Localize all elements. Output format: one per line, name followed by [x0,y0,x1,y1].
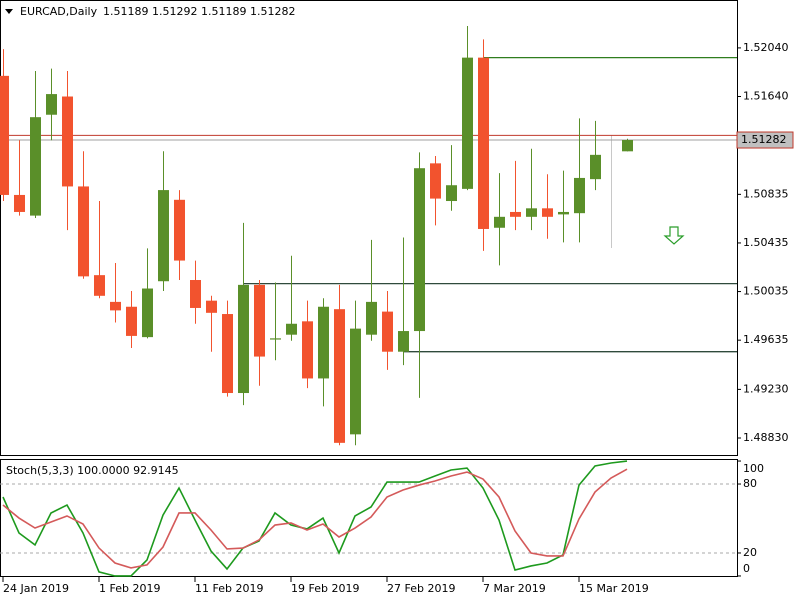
down-arrow [663,226,685,245]
stoch-panel-frame [0,459,738,577]
y-tick-label: 1.51640 [743,90,789,103]
x-tick-label: 11 Feb 2019 [195,582,263,595]
candle-body [126,306,137,336]
candle-body [30,117,41,216]
candle-body [398,331,409,352]
candle-body [446,185,457,202]
candle-body [78,186,89,277]
y-tick-label: 80 [743,477,757,490]
candle-body [462,57,473,189]
candle-body [94,275,105,296]
header-high: 1.51292 [152,5,198,18]
header-close: 1.51282 [250,5,296,18]
y-tick-label: 1.49635 [743,333,789,346]
y-tick-label: 20 [743,546,757,559]
candle-body [318,306,329,379]
y-tick-label: 1.50835 [743,187,789,200]
candle-body [174,199,185,261]
price-label-box [736,131,794,149]
candle-body [494,216,505,228]
candle-body [206,300,217,313]
y-tick-label: 0 [743,562,750,575]
y-tick-label: 1.50035 [743,285,789,298]
y-tick-label: 1.52040 [743,41,789,54]
candle-body [46,94,57,115]
candle-body [478,57,489,229]
y-tick-label: 100 [743,462,764,475]
menu-triangle [5,9,13,14]
x-tick-label: 24 Jan 2019 [3,582,69,595]
candle-body [254,284,265,357]
candle-body [574,177,585,214]
candle-body [270,338,281,340]
candle-body [558,211,569,215]
stoch-line [2,468,628,569]
header-low: 1.51189 [201,5,247,18]
stoch-title: Stoch(5,3,3) 100.0000 92.9145 [6,464,179,477]
candle-body [238,284,249,394]
candle-body [622,140,633,152]
stoch-line [2,460,628,577]
candle-body [286,323,297,335]
candle-body [222,314,233,394]
candle-body [382,311,393,352]
candle-body [366,301,377,335]
candle-body [350,328,361,435]
candle-body [526,208,537,217]
candle-body [110,301,121,311]
candle-body [430,163,441,199]
x-tick-label: 19 Feb 2019 [291,582,359,595]
y-tick-label: 1.50435 [743,236,789,249]
x-tick-label: 15 Mar 2019 [579,582,649,595]
main-panel-frame [0,0,738,456]
candle-body [414,168,425,332]
candle-body [158,190,169,282]
x-tick-label: 7 Mar 2019 [483,582,546,595]
candle-body [542,208,553,217]
candle-body [590,154,601,180]
symbol-title: EURCAD,Daily [20,5,98,18]
candle-body [334,309,345,443]
x-tick-label: 1 Feb 2019 [99,582,160,595]
y-tick-label: 1.49230 [743,382,789,395]
candle-body [62,96,73,187]
header-open: 1.51189 [103,5,149,18]
candle-body [510,211,521,217]
x-tick-label: 27 Feb 2019 [387,582,455,595]
candle-body [0,75,9,195]
candle-body [302,321,313,379]
candle-body [14,194,25,212]
y-tick-label: 1.48830 [743,431,789,444]
price-label: 1.51282 [741,133,787,146]
candle-body [142,288,153,338]
candle-body [190,280,201,308]
